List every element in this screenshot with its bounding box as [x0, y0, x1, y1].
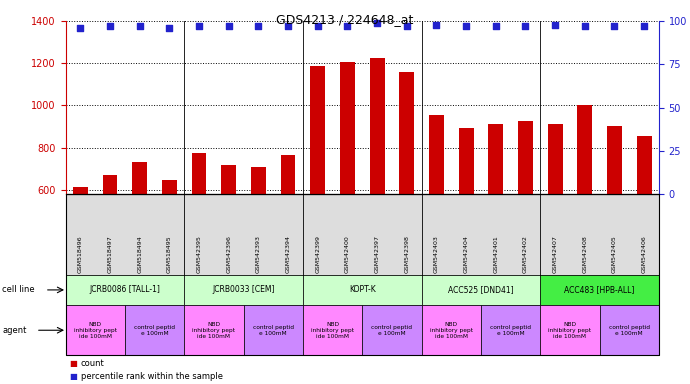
- Bar: [281, 155, 295, 316]
- Point: [134, 23, 145, 30]
- Text: GDS4213 / 224648_at: GDS4213 / 224648_at: [276, 13, 414, 26]
- Text: control peptid
e 100mM: control peptid e 100mM: [134, 325, 175, 336]
- Point: [549, 22, 560, 28]
- Bar: [132, 162, 147, 316]
- Text: GSM518497: GSM518497: [108, 235, 112, 273]
- Text: GSM542408: GSM542408: [582, 235, 587, 273]
- Text: JCRB0033 [CEM]: JCRB0033 [CEM]: [213, 285, 275, 295]
- Point: [372, 20, 383, 26]
- Bar: [578, 106, 592, 316]
- Text: GSM518496: GSM518496: [78, 235, 83, 273]
- Text: GSM542406: GSM542406: [642, 235, 647, 273]
- Bar: [192, 153, 206, 316]
- Text: GSM542397: GSM542397: [375, 235, 380, 273]
- Text: GSM542395: GSM542395: [197, 235, 201, 273]
- Text: GSM542403: GSM542403: [434, 235, 439, 273]
- Bar: [637, 136, 651, 316]
- Text: GSM542400: GSM542400: [345, 235, 350, 273]
- Text: GSM542399: GSM542399: [315, 235, 320, 273]
- Text: ■: ■: [69, 372, 77, 381]
- Text: NBD
inhibitory pept
ide 100mM: NBD inhibitory pept ide 100mM: [193, 322, 235, 339]
- Point: [580, 23, 591, 30]
- Point: [75, 25, 86, 31]
- Text: control peptid
e 100mM: control peptid e 100mM: [371, 325, 413, 336]
- Point: [342, 23, 353, 30]
- Bar: [73, 187, 88, 316]
- Text: GSM518495: GSM518495: [167, 235, 172, 273]
- Text: control peptid
e 100mM: control peptid e 100mM: [609, 325, 650, 336]
- Text: GSM542398: GSM542398: [404, 235, 409, 273]
- Bar: [310, 66, 325, 316]
- Text: agent: agent: [2, 326, 26, 335]
- Point: [639, 23, 650, 30]
- Text: count: count: [81, 359, 104, 368]
- Point: [253, 23, 264, 30]
- Point: [402, 23, 413, 30]
- Point: [105, 23, 116, 30]
- Text: GSM542401: GSM542401: [493, 235, 498, 273]
- Text: GSM542407: GSM542407: [553, 235, 558, 273]
- Text: ■: ■: [69, 359, 77, 368]
- Point: [520, 23, 531, 30]
- Text: control peptid
e 100mM: control peptid e 100mM: [490, 325, 531, 336]
- Point: [283, 23, 294, 30]
- Bar: [429, 115, 444, 316]
- Text: GSM542393: GSM542393: [256, 235, 261, 273]
- Bar: [340, 62, 355, 316]
- Text: JCRB0086 [TALL-1]: JCRB0086 [TALL-1]: [90, 285, 160, 295]
- Bar: [221, 166, 236, 316]
- Text: cell line: cell line: [2, 285, 34, 295]
- Point: [164, 25, 175, 31]
- Bar: [400, 72, 414, 316]
- Point: [490, 23, 501, 30]
- Bar: [459, 127, 473, 316]
- Bar: [162, 180, 177, 316]
- Point: [461, 23, 472, 30]
- Text: KOPT-K: KOPT-K: [349, 285, 375, 295]
- Text: NBD
inhibitory pept
ide 100mM: NBD inhibitory pept ide 100mM: [549, 322, 591, 339]
- Text: ACC483 [HPB-ALL]: ACC483 [HPB-ALL]: [564, 285, 635, 295]
- Point: [312, 23, 323, 30]
- Text: control peptid
e 100mM: control peptid e 100mM: [253, 325, 294, 336]
- Point: [193, 23, 204, 30]
- Bar: [607, 126, 622, 316]
- Text: GSM542402: GSM542402: [523, 235, 528, 273]
- Bar: [103, 175, 117, 316]
- Text: ACC525 [DND41]: ACC525 [DND41]: [448, 285, 514, 295]
- Point: [224, 23, 235, 30]
- Text: GSM542405: GSM542405: [612, 235, 617, 273]
- Bar: [251, 167, 266, 316]
- Text: NBD
inhibitory pept
ide 100mM: NBD inhibitory pept ide 100mM: [311, 322, 354, 339]
- Bar: [489, 124, 503, 316]
- Bar: [548, 124, 562, 316]
- Text: NBD
inhibitory pept
ide 100mM: NBD inhibitory pept ide 100mM: [430, 322, 473, 339]
- Text: NBD
inhibitory pept
ide 100mM: NBD inhibitory pept ide 100mM: [74, 322, 117, 339]
- Bar: [370, 58, 384, 316]
- Bar: [518, 121, 533, 316]
- Text: GSM518494: GSM518494: [137, 235, 142, 273]
- Text: GSM542404: GSM542404: [464, 235, 469, 273]
- Text: GSM542396: GSM542396: [226, 235, 231, 273]
- Point: [431, 22, 442, 28]
- Point: [609, 23, 620, 30]
- Text: GSM542394: GSM542394: [286, 235, 290, 273]
- Text: percentile rank within the sample: percentile rank within the sample: [81, 372, 223, 381]
